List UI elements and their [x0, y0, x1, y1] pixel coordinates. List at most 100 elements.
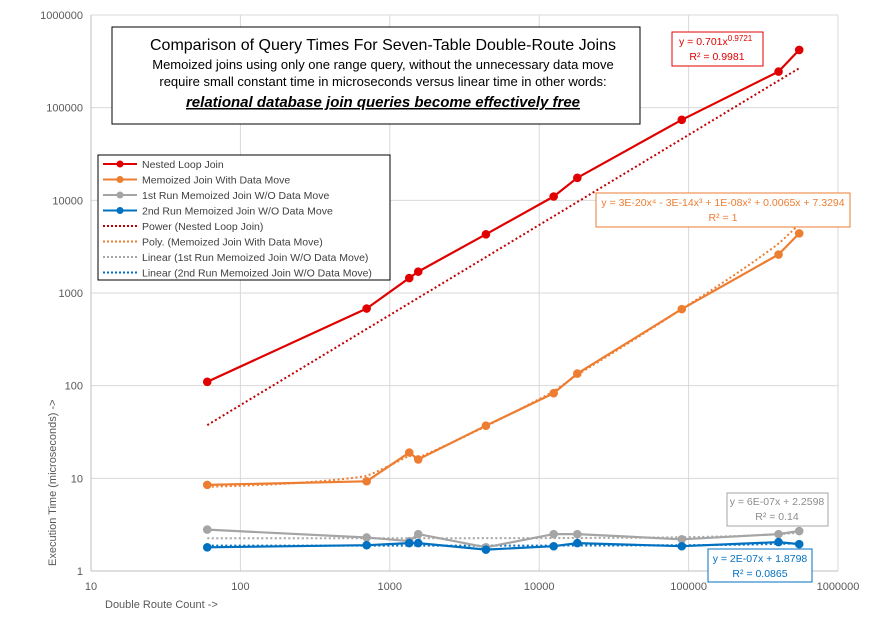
- data-point-series-1: [413, 455, 423, 464]
- y-axis-ticks: 1 10 100 1000 10000 100000 1000000: [40, 10, 83, 578]
- equation-linear-1st-text: y = 6E-07x + 2.2598: [730, 496, 825, 508]
- equation-linear-2nd: y = 2E-07x + 1.8798 R² = 0.0865: [707, 548, 813, 583]
- data-point-series-3: [794, 539, 804, 549]
- data-point-series-0: [362, 304, 371, 313]
- data-point-series-0: [549, 192, 558, 201]
- data-point-series-0: [774, 67, 783, 76]
- data-point-series-1: [774, 250, 783, 259]
- data-point-series-2: [413, 529, 423, 539]
- equation-poly-r2: R² = 1: [709, 212, 738, 224]
- y-tick-label: 10: [71, 473, 83, 485]
- data-point-series-1: [481, 421, 491, 430]
- data-point-series-3: [202, 543, 212, 552]
- data-point-series-0: [481, 229, 491, 239]
- legend-label: Power (Nested Loop Join): [142, 221, 263, 233]
- legend-label: 1st Run Memoized Join W/O Data Move: [142, 190, 329, 202]
- title-box: Comparison of Query Times For Seven-Tabl…: [111, 26, 641, 125]
- data-point-series-3: [413, 538, 423, 548]
- legend-swatch-marker: [116, 191, 124, 199]
- y-axis-title: Execution Time (microseconds) ->: [47, 399, 59, 566]
- data-point-series-3: [481, 545, 491, 554]
- title-box-frame: [111, 26, 641, 125]
- x-axis-ticks: 10 100 1000 10000 100000 1000000: [85, 581, 860, 593]
- data-point-series-2: [573, 529, 582, 539]
- legend-label: Linear (1st Run Memoized Join W/O Data M…: [142, 252, 368, 264]
- legend-label: Nested Loop Join: [142, 159, 224, 171]
- x-tick-label: 10: [85, 581, 97, 593]
- data-point-series-2: [794, 526, 804, 536]
- y-tick-label: 10000: [52, 195, 83, 207]
- data-point-series-3: [549, 541, 558, 551]
- y-tick-label: 1000000: [40, 10, 83, 22]
- trendline-1: [207, 223, 800, 488]
- legend-label: Linear (2nd Run Memoized Join W/O Data M…: [142, 268, 372, 280]
- legend-label: 2nd Run Memoized Join W/O Data Move: [142, 206, 333, 218]
- chart-emphasis: relational database join queries become …: [186, 94, 580, 111]
- data-point-series-0: [677, 115, 687, 125]
- series-line-2: [207, 528, 800, 549]
- data-point-series-2: [774, 529, 783, 539]
- data-point-series-1: [202, 480, 212, 490]
- data-point-series-1: [404, 448, 414, 457]
- data-point-series-1: [362, 476, 371, 486]
- y-tick-label: 100: [65, 381, 83, 393]
- equation-power-frame: [671, 31, 764, 67]
- equation-poly-frame: [595, 192, 851, 228]
- equation-linear-1st-frame: [726, 492, 829, 527]
- y-tick-label: 1000: [59, 288, 83, 300]
- data-series: [202, 45, 804, 554]
- x-tick-label: 10000: [524, 581, 555, 593]
- chart-title: Comparison of Query Times For Seven-Tabl…: [150, 37, 616, 54]
- legend-items: Nested Loop Join Memoized Join With Data …: [103, 159, 372, 280]
- data-point-series-2: [549, 529, 558, 539]
- data-point-series-2: [677, 534, 687, 544]
- series-line-3: [207, 540, 800, 551]
- data-point-series-2: [202, 525, 212, 534]
- data-point-series-3: [573, 538, 582, 548]
- legend-swatch-marker: [116, 160, 124, 168]
- equation-poly: y = 3E-20x⁴ - 3E-14x³ + 1E-08x² + 0.0065…: [595, 192, 851, 228]
- series-line-0: [206, 49, 800, 383]
- y-tick-label: 1: [77, 566, 83, 578]
- equation-linear-2nd-frame: [707, 548, 813, 583]
- data-point-series-1: [794, 229, 804, 238]
- data-point-series-0: [794, 45, 804, 55]
- equation-power: y = 0.701x0.9721 R² = 0.9981: [671, 31, 764, 67]
- data-point-series-1: [549, 388, 558, 398]
- data-point-series-0: [202, 377, 212, 387]
- legend: Nested Loop Join Memoized Join With Data …: [97, 154, 391, 281]
- legend-frame: [97, 154, 391, 281]
- equation-power-exponent: 0.9721: [728, 34, 753, 43]
- equation-linear-1st-r2: R² = 0.14: [755, 511, 799, 523]
- series-line-1: [207, 232, 800, 486]
- legend-label: Memoized Join With Data Move: [142, 175, 290, 187]
- data-point-series-1: [677, 304, 687, 314]
- x-tick-label: 100000: [670, 581, 707, 593]
- equation-power-base: y = 0.701x: [679, 36, 728, 48]
- legend-swatch-marker: [116, 176, 124, 183]
- data-point-series-3: [362, 540, 371, 550]
- equation-poly-text: y = 3E-20x⁴ - 3E-14x³ + 1E-08x² + 0.0065…: [601, 197, 844, 209]
- chart-subtitle-line-1: Memoized joins using only one range quer…: [152, 57, 614, 72]
- data-point-series-3: [677, 541, 687, 551]
- data-point-series-0: [573, 173, 582, 183]
- equation-power-r2: R² = 0.9981: [689, 51, 744, 63]
- x-tick-label: 1000: [378, 581, 402, 593]
- x-tick-label: 1000000: [817, 581, 860, 593]
- equation-linear-1st: y = 6E-07x + 2.2598 R² = 0.14: [726, 492, 829, 527]
- chart-subtitle-line-2: require small constant time in microseco…: [159, 74, 606, 89]
- data-point-series-2: [362, 533, 371, 542]
- equation-power-text: y = 0.701x0.9721: [679, 34, 753, 48]
- equation-linear-2nd-r2: R² = 0.0865: [732, 568, 787, 580]
- data-point-series-0: [413, 267, 423, 276]
- x-axis-title: Double Route Count ->: [105, 599, 218, 611]
- x-tick-label: 100: [231, 581, 249, 593]
- y-tick-label: 100000: [46, 103, 83, 115]
- legend-swatch-marker: [116, 207, 124, 214]
- trendline-0: [206, 67, 800, 426]
- data-point-series-1: [573, 369, 582, 378]
- data-point-series-3: [774, 537, 783, 547]
- legend-label: Poly. (Memoized Join With Data Move): [142, 237, 323, 249]
- data-point-series-0: [404, 273, 414, 283]
